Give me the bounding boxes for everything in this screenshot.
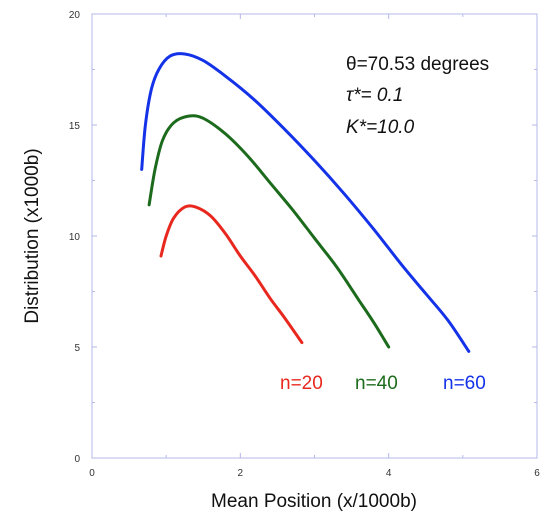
- tick-marks: [91, 13, 538, 459]
- y-tick-label: 10: [69, 232, 81, 243]
- x-tick-label: 6: [534, 468, 540, 479]
- annotation-tau: τ*= 0.1: [346, 85, 403, 106]
- annotation-k: K*=10.0: [346, 117, 415, 138]
- tick-labels: 0 2 4 6 0 5 10 15 20: [69, 10, 540, 479]
- series-label-n20: n=20: [280, 373, 323, 394]
- series-line-n20: [159, 204, 304, 345]
- y-tick-label: 0: [74, 454, 80, 465]
- series-line-n40: [147, 114, 391, 349]
- y-tick-label: 15: [69, 121, 81, 132]
- series-label-n40: n=40: [355, 373, 398, 394]
- x-axis-title: Mean Position (x/1000b): [211, 491, 417, 512]
- series-label-n60: n=60: [443, 373, 486, 394]
- y-axis-title: Distribution (x1000b): [22, 148, 43, 323]
- y-tick-label: 5: [74, 343, 80, 354]
- annotation-theta: θ=70.53 degrees: [346, 54, 489, 75]
- series-line-n60: [140, 52, 471, 353]
- x-tick-label: 4: [386, 468, 392, 479]
- x-tick-label: 0: [89, 468, 95, 479]
- series-lines: [140, 52, 471, 353]
- y-tick-label: 20: [69, 10, 81, 21]
- x-tick-label: 2: [238, 468, 244, 479]
